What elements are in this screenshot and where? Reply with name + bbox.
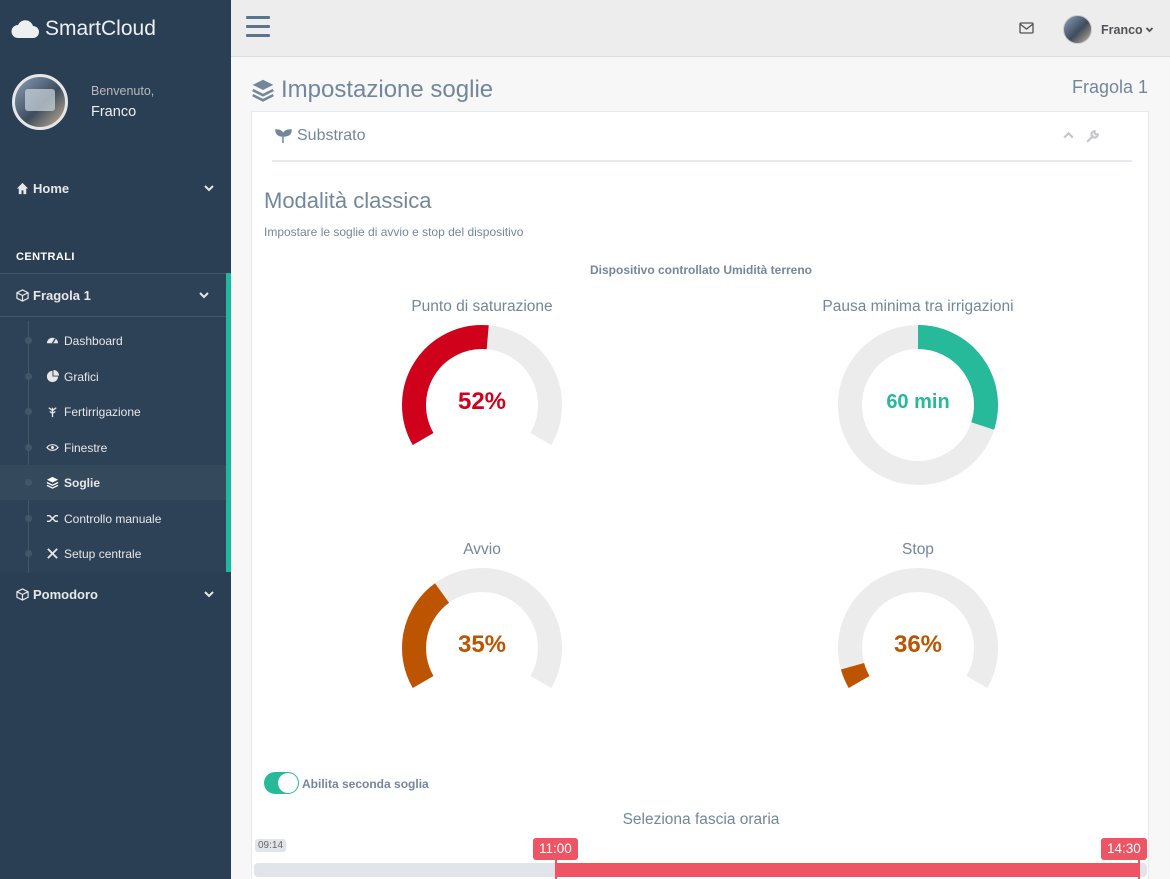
page-title: Impostazione soglie bbox=[251, 76, 493, 104]
gauge-avvio[interactable]: 35% bbox=[397, 563, 567, 733]
sprout-icon bbox=[275, 129, 292, 143]
sidebar-item-label: Controllo manuale bbox=[64, 511, 162, 526]
time-range-handle-to[interactable] bbox=[1138, 857, 1140, 879]
sidebar: SmartCloud Benvenuto, Franco Home CENTRA… bbox=[0, 0, 231, 879]
window-icon bbox=[46, 444, 59, 451]
gauge-title: Avvio bbox=[463, 541, 501, 558]
sidebar-item-grafici[interactable]: Grafici bbox=[0, 359, 226, 394]
chevron-down-icon bbox=[204, 185, 214, 192]
gauge-saturazione[interactable]: 52% bbox=[397, 320, 567, 490]
sidebar-item-fragola[interactable]: Fragola 1 bbox=[0, 273, 226, 317]
gauge-fill bbox=[840, 662, 870, 689]
profile-name: Franco bbox=[91, 104, 137, 120]
sidebar-item-finestre[interactable]: Finestre bbox=[0, 430, 226, 465]
gauge-value: 52% bbox=[457, 388, 507, 415]
panel: Substrato Modalità classica Impostare le… bbox=[251, 111, 1149, 879]
second-threshold-toggle[interactable] bbox=[264, 772, 299, 794]
chevron-up-icon[interactable] bbox=[1062, 129, 1075, 142]
sidebar-group-active: Fragola 1 Dashboard Grafici Fertirrigazi… bbox=[0, 273, 231, 573]
sidebar-item-label: Fragola 1 bbox=[33, 287, 91, 303]
layers-icon bbox=[252, 79, 274, 102]
page-title-text: Impostazione soglie bbox=[281, 76, 494, 103]
sidebar-item-label: Finestre bbox=[64, 440, 108, 455]
sidebar-item-label: Pomodoro bbox=[33, 586, 98, 602]
sidebar-item-label: Setup centrale bbox=[64, 546, 142, 561]
gauge-chart bbox=[402, 325, 562, 445]
cloud-icon bbox=[11, 19, 39, 38]
panel-title: Substrato bbox=[272, 127, 365, 145]
gauge-value: 35% bbox=[457, 631, 507, 658]
time-range-title: Seleziona fascia oraria bbox=[622, 811, 780, 828]
avatar bbox=[12, 74, 68, 130]
section-title: CENTRALI bbox=[16, 251, 75, 263]
cube-icon bbox=[16, 587, 29, 601]
gauge-fill bbox=[402, 583, 450, 688]
time-range-from-label: 11:00 bbox=[533, 838, 578, 860]
brand-name: SmartCloud bbox=[45, 16, 156, 40]
time-range-min: 09:14 bbox=[255, 839, 287, 852]
sidebar-item-home[interactable]: Home bbox=[0, 176, 231, 200]
gauge-chart bbox=[402, 568, 562, 688]
gauge-icon bbox=[46, 337, 59, 344]
menu-toggle-icon[interactable] bbox=[246, 16, 270, 38]
pie-chart-icon bbox=[46, 370, 59, 383]
sidebar-item-setup-centrale[interactable]: Setup centrale bbox=[0, 536, 226, 571]
gauge-fill bbox=[917, 325, 998, 430]
profile: Benvenuto, Franco bbox=[0, 57, 231, 147]
welcome-text: Benvenuto, bbox=[91, 84, 155, 98]
gauge-title: Punto di saturazione bbox=[411, 298, 553, 315]
sidebar-item-label: Fertirrigazione bbox=[64, 404, 141, 419]
sidebar-item-label: Dashboard bbox=[64, 333, 123, 348]
gauge-pausa[interactable]: 60 min bbox=[833, 320, 1003, 490]
avatar bbox=[1063, 15, 1092, 44]
chevron-down-icon bbox=[204, 591, 214, 598]
sidebar-item-label: Soglie bbox=[64, 475, 101, 490]
user-menu-name: Franco bbox=[1101, 22, 1143, 37]
sidebar-item-pomodoro[interactable]: Pomodoro bbox=[0, 582, 231, 606]
mail-icon[interactable] bbox=[1019, 22, 1034, 34]
time-range-selection bbox=[556, 863, 1140, 877]
gauge-track bbox=[838, 568, 998, 688]
second-threshold-label: Abilita seconda soglia bbox=[302, 777, 429, 791]
chevron-down-icon bbox=[1145, 27, 1153, 33]
chevron-down-icon bbox=[199, 292, 209, 299]
device-name: Fragola 1 bbox=[1071, 77, 1148, 97]
wrench-icon[interactable] bbox=[1085, 129, 1100, 144]
gauge-chart bbox=[838, 568, 998, 689]
panel-title-text: Substrato bbox=[297, 127, 366, 144]
cube-icon bbox=[16, 288, 29, 302]
panel-header: Substrato bbox=[272, 112, 1132, 162]
shuffle-icon bbox=[46, 515, 59, 522]
sidebar-item-controllo-manuale[interactable]: Controllo manuale bbox=[0, 501, 226, 536]
panel-tools bbox=[1062, 129, 1100, 144]
time-range-to-label: 14:30 bbox=[1101, 838, 1147, 860]
sidebar-item-label: Grafici bbox=[64, 369, 99, 384]
sidebar-item-dashboard[interactable]: Dashboard bbox=[0, 323, 226, 358]
layers-icon bbox=[46, 476, 59, 489]
time-range-handle-from[interactable] bbox=[555, 857, 557, 879]
tools-icon bbox=[47, 548, 58, 559]
gauge-chart bbox=[838, 325, 998, 485]
home-icon bbox=[16, 182, 29, 194]
gauge-title: Stop bbox=[902, 541, 934, 558]
gauge-stop[interactable]: 36% bbox=[833, 563, 1003, 733]
device-label: Dispositivo controllato Umidità terreno bbox=[589, 263, 813, 277]
sidebar-item-label: Home bbox=[33, 180, 70, 196]
sidebar-item-soglie[interactable]: Soglie bbox=[0, 465, 226, 500]
plant-icon bbox=[48, 407, 57, 418]
user-menu[interactable]: Franco bbox=[1063, 15, 1154, 44]
gauge-title: Pausa minima tra irrigazioni bbox=[822, 298, 1014, 315]
gauge-value: 36% bbox=[893, 631, 943, 658]
mode-title: Modalità classica bbox=[264, 188, 432, 213]
mode-subtitle: Impostare le soglie di avvio e stop del … bbox=[264, 225, 524, 239]
brand[interactable]: SmartCloud bbox=[0, 0, 231, 57]
sidebar-item-fertirrigazione[interactable]: Fertirrigazione bbox=[0, 394, 226, 429]
gauge-value: 60 min bbox=[886, 391, 950, 413]
gauge-fill bbox=[402, 325, 489, 445]
top-bar: Franco bbox=[231, 0, 1170, 57]
